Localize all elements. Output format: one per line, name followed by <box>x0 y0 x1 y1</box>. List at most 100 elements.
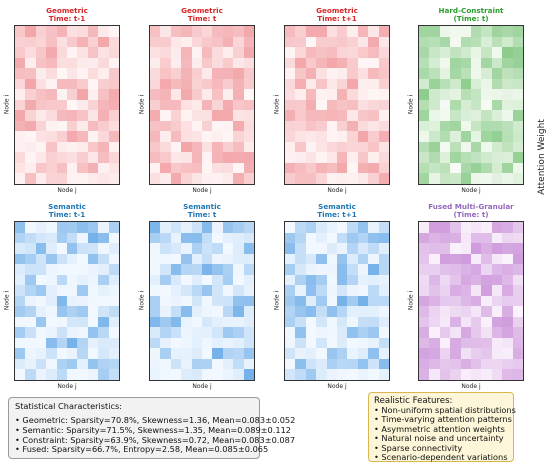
heatmap-cell <box>295 173 306 184</box>
heatmap-cell <box>222 141 234 153</box>
heatmap-cell <box>419 316 430 328</box>
heatmap-cell <box>108 274 119 286</box>
heatmap-cell <box>491 243 503 254</box>
heatmap-cell <box>233 369 244 380</box>
heatmap-cell <box>378 99 389 111</box>
heatmap-cell <box>512 327 523 338</box>
heatmap-cell <box>212 131 223 142</box>
heatmap-cell <box>233 57 244 69</box>
heatmap-cell <box>368 47 379 58</box>
heatmap-cell <box>160 36 171 48</box>
heatmap-cell <box>243 78 254 90</box>
heatmap-cell <box>108 337 119 349</box>
heatmap-cell <box>450 162 461 174</box>
heatmap-cell <box>233 222 244 233</box>
heatmap-cell <box>368 316 379 328</box>
heatmap-cell <box>512 162 523 174</box>
heatmap-cell <box>285 173 296 184</box>
heatmap-cell <box>56 306 67 317</box>
heatmap-cell <box>170 274 182 286</box>
heatmap-cell <box>108 110 119 121</box>
heatmap-cell <box>233 110 244 121</box>
heatmap-cell <box>378 110 389 121</box>
heatmap-cell <box>222 26 234 37</box>
heatmap-cell <box>56 152 67 163</box>
heatmap-cell <box>491 47 503 58</box>
heatmap-cell <box>181 369 192 380</box>
heatmap-cell <box>181 78 192 90</box>
heatmap-cell <box>222 222 234 233</box>
heatmap-cell <box>336 57 348 69</box>
heatmap-cell <box>191 316 202 328</box>
heatmap-cell <box>450 306 461 317</box>
heatmap-cell <box>35 47 47 58</box>
heatmap-cell <box>87 120 99 132</box>
heatmap-cell <box>305 173 317 184</box>
heatmap-cell <box>108 47 119 58</box>
heatmap-cell <box>378 348 389 359</box>
heatmap-cell <box>347 369 358 380</box>
heatmap-cell <box>336 120 348 132</box>
heatmap-cell <box>87 253 99 265</box>
heatmap-cell <box>502 264 513 275</box>
heatmap-cell <box>191 222 202 233</box>
heatmap-cell <box>170 369 182 380</box>
heatmap-cell <box>46 89 57 100</box>
heatmap-cell <box>285 316 296 328</box>
heatmap-cell <box>502 285 513 296</box>
heatmap-cell <box>87 78 99 90</box>
heatmap-cell <box>56 141 67 153</box>
heatmap-cell <box>25 36 36 48</box>
heatmap-cell <box>212 253 223 265</box>
heatmap-cell <box>66 243 78 254</box>
heatmap-cell <box>108 89 119 100</box>
heatmap-cell <box>347 243 358 254</box>
heatmap-cell <box>460 131 471 142</box>
heatmap-cell <box>439 358 451 370</box>
heatmap-cell <box>15 316 26 328</box>
heatmap-cell <box>285 152 296 163</box>
heatmap-cell <box>481 78 492 90</box>
heatmap-cell <box>243 243 254 254</box>
panel-title: Semantic <box>48 202 86 211</box>
heatmap-cell <box>191 162 202 174</box>
heatmap-cell <box>201 295 213 307</box>
heatmap-cell <box>470 57 482 69</box>
heatmap-cell <box>212 232 223 244</box>
heatmap-cell <box>170 285 182 296</box>
heatmap-cell <box>66 47 78 58</box>
heatmap-cell <box>87 232 99 244</box>
heatmap-cell <box>170 327 182 338</box>
heatmap-cell <box>285 222 296 233</box>
heatmap-cell <box>512 316 523 328</box>
heatmap-cell <box>316 369 327 380</box>
heatmap-cell <box>439 274 451 286</box>
heatmap-cell <box>295 285 306 296</box>
heatmap-cell <box>212 36 223 48</box>
heatmap-cell <box>481 295 492 307</box>
heatmap-cell <box>481 285 492 296</box>
heatmap-cell <box>108 264 119 275</box>
heatmap-cell <box>419 358 430 370</box>
heatmap-cell <box>460 348 471 359</box>
heatmap-cell <box>439 316 451 328</box>
heatmap-cell <box>502 47 513 58</box>
heatmap-cell <box>201 89 213 100</box>
heatmap-cell <box>439 327 451 338</box>
heatmap-cell <box>481 337 492 349</box>
heatmap-cell <box>316 253 327 265</box>
heatmap-cell <box>347 89 358 100</box>
heatmap-cell <box>25 68 36 79</box>
heatmap-cell <box>222 327 234 338</box>
heatmap-cell <box>285 141 296 153</box>
heatmap <box>284 25 390 185</box>
heatmap-cell <box>25 264 36 275</box>
heatmap-cell <box>56 99 67 111</box>
heatmap-cell <box>25 316 36 328</box>
heatmap-cell <box>150 274 161 286</box>
heatmap-cell <box>15 243 26 254</box>
panel-title: Geometric <box>316 6 358 15</box>
heatmap-cell <box>98 36 109 48</box>
heatmap-cell <box>170 99 182 111</box>
heatmap-cell <box>512 274 523 286</box>
